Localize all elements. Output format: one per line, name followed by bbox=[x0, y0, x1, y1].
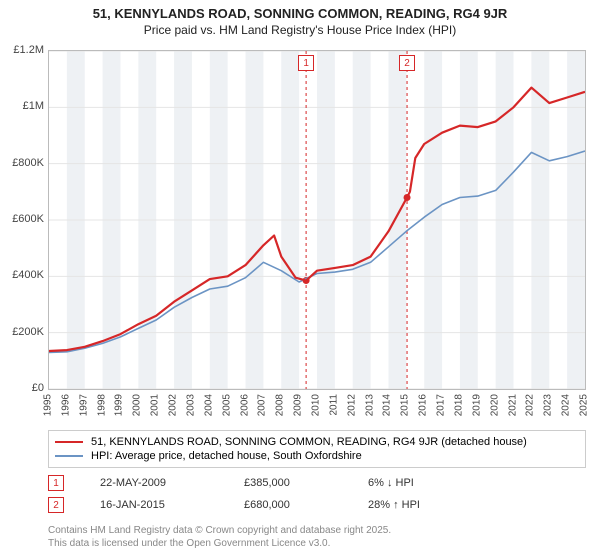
x-tick-label: 2009 bbox=[293, 394, 304, 416]
x-tick-label: 1997 bbox=[78, 394, 89, 416]
transaction-marker-2: 2 bbox=[48, 497, 64, 513]
transaction-flag: 1 bbox=[298, 55, 314, 71]
x-tick-label: 2012 bbox=[346, 394, 357, 416]
y-tick-label: £600K bbox=[4, 213, 44, 225]
x-tick-label: 1996 bbox=[60, 394, 71, 416]
x-tick-label: 2003 bbox=[185, 394, 196, 416]
x-tick-label: 2014 bbox=[382, 394, 393, 416]
y-tick-label: £800K bbox=[4, 157, 44, 169]
transaction-row: 1 22-MAY-2009 £385,000 6% ↓ HPI bbox=[48, 472, 586, 494]
plot-area: 12 bbox=[48, 50, 586, 390]
legend-label-hpi: HPI: Average price, detached house, Sout… bbox=[91, 450, 362, 462]
x-tick-label: 2008 bbox=[275, 394, 286, 416]
chart-svg bbox=[49, 51, 585, 389]
x-tick-label: 2007 bbox=[257, 394, 268, 416]
x-tick-label: 2024 bbox=[561, 394, 572, 416]
transaction-delta: 28% ↑ HPI bbox=[368, 499, 488, 511]
y-tick-label: £0 bbox=[4, 382, 44, 394]
x-tick-label: 2004 bbox=[203, 394, 214, 416]
transaction-price: £680,000 bbox=[244, 499, 344, 511]
x-tick-label: 2022 bbox=[525, 394, 536, 416]
legend-swatch-subject bbox=[55, 441, 83, 443]
legend-item-subject: 51, KENNYLANDS ROAD, SONNING COMMON, REA… bbox=[55, 435, 579, 449]
legend-label-subject: 51, KENNYLANDS ROAD, SONNING COMMON, REA… bbox=[91, 436, 527, 448]
y-tick-label: £1.2M bbox=[4, 44, 44, 56]
x-tick-label: 2021 bbox=[507, 394, 518, 416]
legend-item-hpi: HPI: Average price, detached house, Sout… bbox=[55, 449, 579, 463]
transaction-date: 22-MAY-2009 bbox=[100, 477, 220, 489]
legend-swatch-hpi bbox=[55, 455, 83, 457]
footnote: Contains HM Land Registry data © Crown c… bbox=[48, 524, 391, 550]
transaction-delta: 6% ↓ HPI bbox=[368, 477, 488, 489]
chart-subtitle: Price paid vs. HM Land Registry's House … bbox=[0, 23, 600, 37]
x-tick-label: 2019 bbox=[471, 394, 482, 416]
x-tick-label: 2001 bbox=[150, 394, 161, 416]
x-tick-label: 2000 bbox=[132, 394, 143, 416]
x-tick-label: 2005 bbox=[221, 394, 232, 416]
x-tick-label: 2006 bbox=[239, 394, 250, 416]
x-tick-label: 1999 bbox=[114, 394, 125, 416]
x-tick-label: 2023 bbox=[543, 394, 554, 416]
x-tick-label: 2025 bbox=[579, 394, 590, 416]
x-tick-label: 2015 bbox=[400, 394, 411, 416]
footnote-line: This data is licensed under the Open Gov… bbox=[48, 537, 391, 550]
footnote-line: Contains HM Land Registry data © Crown c… bbox=[48, 524, 391, 537]
transaction-marker-1: 1 bbox=[48, 475, 64, 491]
x-tick-label: 2016 bbox=[418, 394, 429, 416]
x-tick-label: 2017 bbox=[436, 394, 447, 416]
titles: 51, KENNYLANDS ROAD, SONNING COMMON, REA… bbox=[0, 0, 600, 37]
x-tick-label: 2020 bbox=[489, 394, 500, 416]
x-tick-label: 2018 bbox=[453, 394, 464, 416]
y-tick-label: £200K bbox=[4, 326, 44, 338]
y-tick-label: £400K bbox=[4, 269, 44, 281]
transaction-flag: 2 bbox=[399, 55, 415, 71]
x-tick-label: 2011 bbox=[328, 394, 339, 416]
figure: 51, KENNYLANDS ROAD, SONNING COMMON, REA… bbox=[0, 0, 600, 560]
legend: 51, KENNYLANDS ROAD, SONNING COMMON, REA… bbox=[48, 430, 586, 468]
x-tick-label: 2013 bbox=[364, 394, 375, 416]
x-tick-label: 2002 bbox=[168, 394, 179, 416]
transactions: 1 22-MAY-2009 £385,000 6% ↓ HPI 2 16-JAN… bbox=[48, 472, 586, 516]
x-tick-label: 2010 bbox=[311, 394, 322, 416]
x-tick-label: 1998 bbox=[96, 394, 107, 416]
x-tick-label: 1995 bbox=[43, 394, 54, 416]
transaction-date: 16-JAN-2015 bbox=[100, 499, 220, 511]
chart-title: 51, KENNYLANDS ROAD, SONNING COMMON, REA… bbox=[0, 6, 600, 21]
transaction-price: £385,000 bbox=[244, 477, 344, 489]
transaction-row: 2 16-JAN-2015 £680,000 28% ↑ HPI bbox=[48, 494, 586, 516]
y-tick-label: £1M bbox=[4, 100, 44, 112]
